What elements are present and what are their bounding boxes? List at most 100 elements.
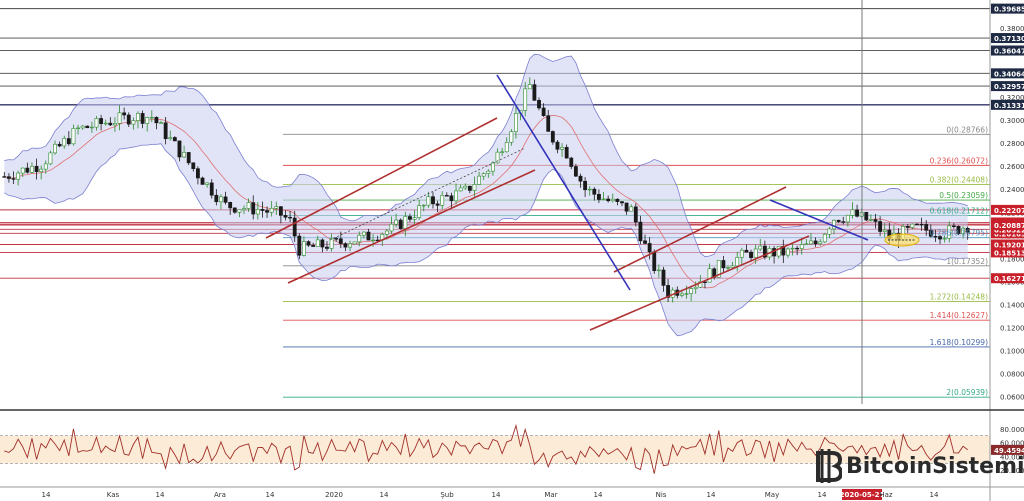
candle-body xyxy=(168,137,173,140)
resistance-badge xyxy=(991,33,1024,44)
candle-body xyxy=(647,243,652,253)
candle-body xyxy=(57,143,62,147)
candle-body xyxy=(2,176,7,178)
candle-body xyxy=(749,251,753,258)
candle-body xyxy=(481,173,486,177)
candle-body xyxy=(905,226,910,228)
candle-body xyxy=(818,241,823,245)
candle-body xyxy=(951,225,956,228)
candle-body xyxy=(491,162,495,172)
candle-body xyxy=(302,241,306,256)
fib-label: 0.786(0.19795) xyxy=(930,229,988,238)
candle-body xyxy=(214,194,219,203)
candle-body xyxy=(219,196,223,203)
candle-body xyxy=(297,235,302,256)
x-axis-highlight xyxy=(842,489,882,500)
candle-body xyxy=(956,225,961,234)
candle-body xyxy=(569,157,574,167)
trendline-down-1 xyxy=(496,74,631,291)
candle-body xyxy=(232,207,237,213)
x-axis-label: Kas xyxy=(107,491,120,499)
candle-body xyxy=(246,202,251,209)
support-badge-label: 0.20522 xyxy=(994,226,1024,234)
candle-body xyxy=(30,165,34,173)
candle-body xyxy=(398,219,403,229)
candle-body xyxy=(338,238,343,244)
bitcoin-logo-icon xyxy=(812,449,844,483)
candle-body xyxy=(813,240,818,245)
candle-body xyxy=(384,230,389,235)
fib-label: 1.414(0.12627) xyxy=(930,311,988,320)
candle-body xyxy=(292,217,297,237)
candle-body xyxy=(191,162,196,169)
candle-body xyxy=(514,113,518,132)
candle-body xyxy=(417,205,422,218)
resistance-badge xyxy=(991,3,1024,14)
candle-body xyxy=(573,166,578,177)
candle-body xyxy=(776,246,781,257)
resistance-badge-label: 0.34064 xyxy=(994,70,1024,78)
candle-body xyxy=(624,202,629,212)
support-badge xyxy=(991,220,1024,231)
fib-label: 0.5(0.23059) xyxy=(939,191,988,200)
candle-body xyxy=(89,126,94,129)
candle-body xyxy=(550,131,555,143)
candle-body xyxy=(85,125,90,129)
candle-body xyxy=(597,194,601,200)
fib-label: 1.272(0.14248) xyxy=(930,293,988,302)
candle-body xyxy=(527,84,532,90)
resistance-badge-label: 0.36047 xyxy=(994,48,1024,56)
support-badge xyxy=(991,273,1024,284)
candle-body xyxy=(149,116,154,119)
candle-body xyxy=(43,163,48,170)
candle-body xyxy=(721,260,726,269)
candle-body xyxy=(836,219,841,222)
candle-body xyxy=(472,184,477,191)
candle-body xyxy=(486,170,491,174)
candle-body xyxy=(947,225,952,239)
x-axis-label: 14 xyxy=(930,491,939,499)
candle-body xyxy=(205,182,210,185)
y-axis-label: 0.06000 xyxy=(1000,393,1024,401)
candle-body xyxy=(34,165,39,172)
candle-body xyxy=(790,247,795,250)
candle-body xyxy=(643,240,647,244)
candle-body xyxy=(117,112,122,124)
candle-body xyxy=(200,177,205,185)
watermark-logo: BitcoinSistemicom xyxy=(812,446,1024,486)
candle-body xyxy=(666,285,670,298)
fib-label: 1(0.17352) xyxy=(946,257,988,266)
x-axis-label: Nis xyxy=(656,491,667,499)
candle-body xyxy=(186,152,191,164)
candle-body xyxy=(131,120,136,125)
candle-body xyxy=(735,257,740,267)
candle-body xyxy=(689,288,694,294)
resistance-badge-label: 0.37130 xyxy=(994,35,1024,43)
candle-body xyxy=(822,233,827,243)
x-axis-label: Ara xyxy=(214,491,226,499)
candle-body xyxy=(16,172,21,180)
candle-body xyxy=(832,219,836,230)
candle-body xyxy=(136,113,140,121)
support-badge xyxy=(991,204,1024,215)
candle-body xyxy=(389,223,394,232)
channel-lower-2 xyxy=(589,235,810,331)
candle-body xyxy=(716,260,721,278)
candle-body xyxy=(679,293,684,296)
candle-body xyxy=(426,196,431,206)
candle-body xyxy=(71,128,76,145)
trendline-down-2 xyxy=(769,199,869,241)
candle-body xyxy=(311,244,316,247)
candle-body xyxy=(103,122,108,125)
candle-body xyxy=(76,127,80,130)
candle-body xyxy=(177,140,182,158)
